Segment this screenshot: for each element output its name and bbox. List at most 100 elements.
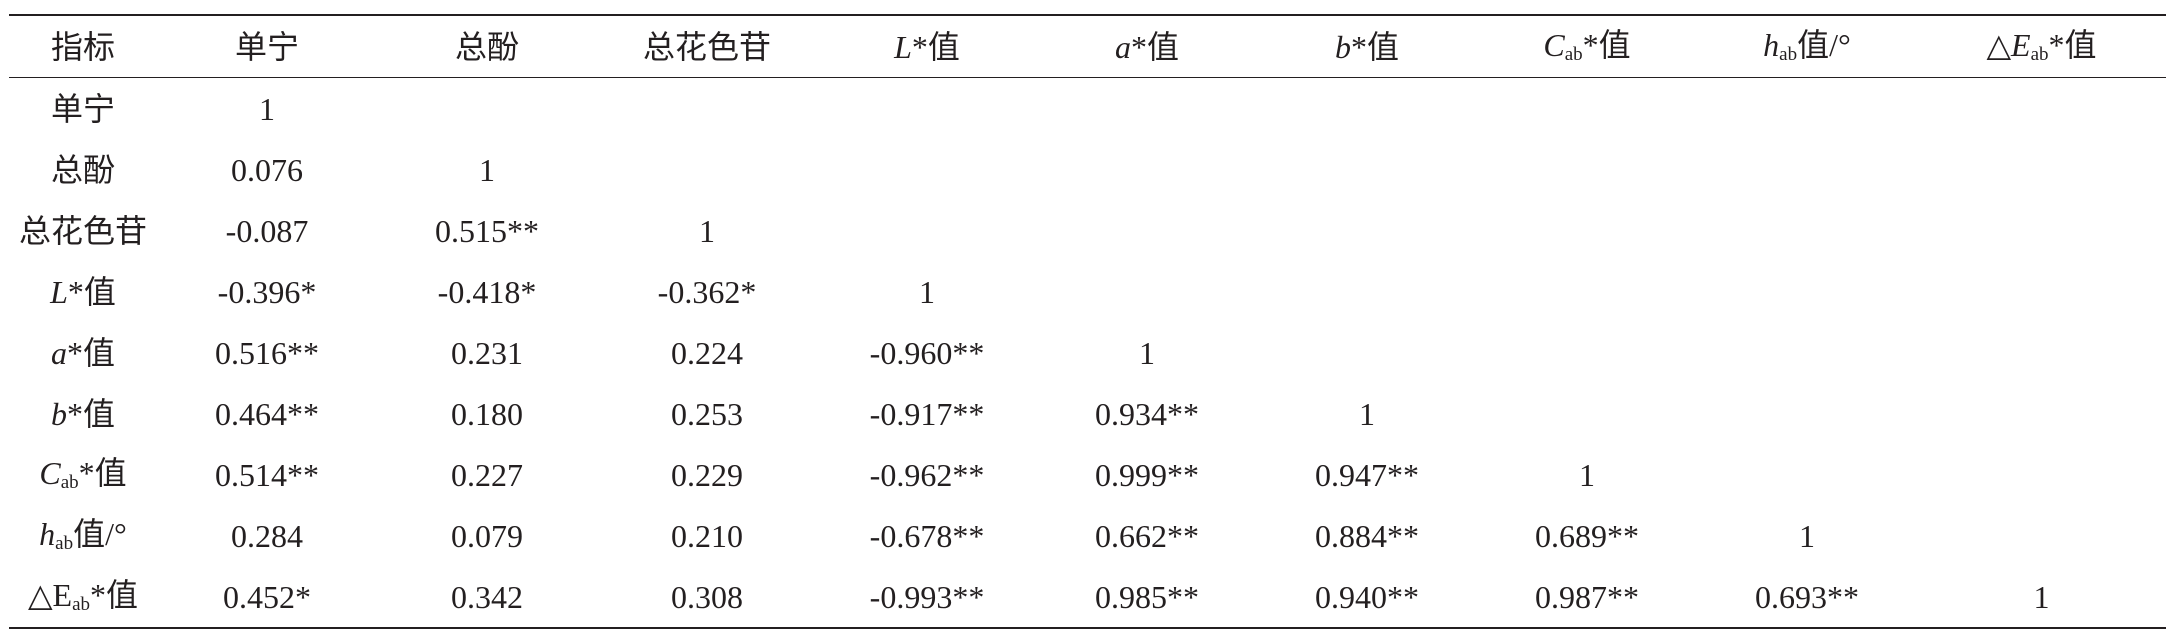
table-header-row: 指标 单宁 总酚 总花色苷 L*值 a*值 b*值 Cab*值 hab值/° △Eab*值 [9, 16, 2166, 77]
table-cell: 0.940** [1315, 578, 1419, 615]
table-cell: -0.917** [869, 395, 985, 432]
label-italic-symbol: C [1543, 27, 1565, 63]
table-cell: 0.934** [1095, 395, 1199, 432]
table-cell: 0.253 [671, 395, 743, 432]
table-cell: 0.231 [451, 334, 523, 371]
table-cell: 0.079 [451, 517, 523, 554]
label-text: 总酚 [50, 151, 115, 188]
table-cell: 1 [1579, 456, 1595, 493]
label-text: 总花色苷 [18, 212, 147, 249]
table-cell: -0.362* [657, 273, 757, 310]
table-cell: 0.227 [451, 456, 523, 493]
table-header-rule [9, 77, 2166, 78]
table-cell: 0.076 [231, 151, 303, 188]
row-label: hab值/° [9, 518, 157, 553]
table-body: 单宁 1 总酚 0.076 1 总花色苷 -0.087 0.515** 1 L*值 -0.396* -… [9, 78, 2166, 627]
row-label: a*值 [9, 337, 157, 369]
table-cell: 0.210 [671, 517, 743, 554]
table-row: a*值 0.516** 0.231 0.224 -0.960** 1 [9, 322, 2166, 383]
table-cell: -0.418* [437, 273, 537, 310]
table-cell: 0.987** [1535, 578, 1639, 615]
label-italic-symbol: E [2011, 27, 2031, 63]
table-cell: -0.087 [225, 212, 309, 249]
table-cell: 0.662** [1095, 517, 1199, 554]
table-cell: 0.180 [451, 395, 523, 432]
table-top-rule [9, 14, 2166, 16]
table-cell: 0.284 [231, 517, 303, 554]
column-header: hab值/° [1697, 29, 1917, 64]
label-italic-symbol: b [1334, 28, 1351, 65]
row-label: b*值 [9, 398, 157, 430]
label-subscript: ab [1779, 44, 1798, 65]
label-text: *值 [90, 577, 139, 613]
table-cell: 0.342 [451, 578, 523, 615]
table-cell: 0.999** [1095, 456, 1199, 493]
label-subscript: ab [60, 472, 79, 493]
label-text: *值 [66, 334, 115, 371]
label-text: *值 [78, 455, 127, 491]
label-italic-symbol: a [50, 334, 67, 371]
label-italic-symbol: b [50, 395, 67, 432]
row-label: Cab*值 [9, 457, 157, 492]
table-cell: 0.224 [671, 334, 743, 371]
label-text: *值 [2048, 27, 2097, 63]
table-cell: 1 [699, 212, 715, 249]
table-cell: 0.985** [1095, 578, 1199, 615]
column-header: 指标 [9, 31, 157, 63]
table-cell: 1 [479, 151, 495, 188]
label-prefix: △E [27, 577, 73, 613]
label-text: *值 [1350, 28, 1399, 65]
row-label: △Eab*值 [9, 579, 157, 614]
table-cell: 1 [1139, 334, 1155, 371]
table-cell: 1 [919, 273, 935, 310]
row-label: L*值 [9, 276, 157, 308]
table-row: 总花色苷 -0.087 0.515** 1 [9, 200, 2166, 261]
table-cell: 0.693** [1755, 578, 1859, 615]
column-header: Cab*值 [1477, 29, 1697, 64]
label-subscript: ab [1564, 44, 1583, 65]
label-italic-symbol: a [1114, 28, 1131, 65]
label-italic-symbol: C [39, 455, 61, 491]
label-text: *值 [66, 395, 115, 432]
label-italic-symbol: L [50, 273, 68, 310]
table-cell: 0.452* [223, 578, 311, 615]
column-header: L*值 [817, 31, 1037, 63]
table-cell: -0.678** [869, 517, 985, 554]
table-row: 单宁 1 [9, 78, 2166, 139]
label-text: 总酚 [454, 28, 519, 65]
table-cell: 1 [259, 90, 275, 127]
label-italic-symbol: h [1763, 27, 1780, 63]
table-cell: -0.960** [869, 334, 985, 371]
column-header: 总酚 [377, 31, 597, 63]
column-header: a*值 [1037, 31, 1257, 63]
row-label: 总酚 [9, 154, 157, 186]
column-header: 单宁 [157, 31, 377, 63]
table-row: Cab*值 0.514** 0.227 0.229 -0.962** 0.999** 0.9… [9, 444, 2166, 505]
label-subscript: ab [55, 533, 74, 554]
table-cell: 0.947** [1315, 456, 1419, 493]
label-text: 单宁 [50, 90, 115, 127]
column-header: △Eab*值 [1917, 29, 2166, 64]
label-text: 指标 [50, 28, 115, 65]
table-cell: 1 [1799, 517, 1815, 554]
label-text: *值 [67, 273, 116, 310]
table-row: hab值/° 0.284 0.079 0.210 -0.678** 0.662** 0.88… [9, 505, 2166, 566]
label-subscript: ab [2030, 44, 2049, 65]
label-text: *值 [911, 28, 960, 65]
column-header: 总花色苷 [597, 31, 817, 63]
table-cell: 0.229 [671, 456, 743, 493]
table-cell: 0.516** [215, 334, 319, 371]
label-italic-symbol: h [39, 516, 56, 552]
label-prefix: △ [1986, 27, 2012, 63]
row-label: 总花色苷 [9, 215, 157, 247]
table-cell: 0.884** [1315, 517, 1419, 554]
table-cell: 0.464** [215, 395, 319, 432]
label-text: 总花色苷 [642, 28, 771, 65]
label-text: 单宁 [234, 28, 299, 65]
table-row: 总酚 0.076 1 [9, 139, 2166, 200]
table-row: b*值 0.464** 0.180 0.253 -0.917** 0.934** 1 [9, 383, 2166, 444]
table-cell: -0.962** [869, 456, 985, 493]
table-cell: 0.689** [1535, 517, 1639, 554]
label-text: *值 [1582, 27, 1631, 63]
label-text: 值/° [73, 516, 127, 552]
